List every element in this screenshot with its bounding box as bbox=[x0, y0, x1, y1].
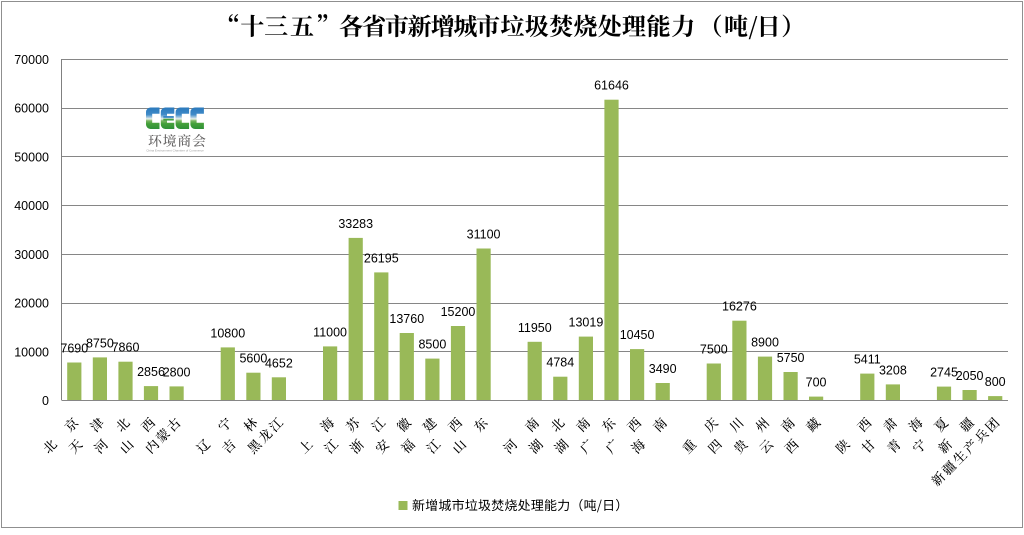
svg-text:15200: 15200 bbox=[441, 305, 476, 319]
svg-text:2856: 2856 bbox=[137, 365, 165, 379]
svg-text:31100: 31100 bbox=[467, 228, 501, 242]
svg-text:3208: 3208 bbox=[879, 363, 907, 377]
svg-text:5600: 5600 bbox=[239, 352, 267, 366]
svg-text:11950: 11950 bbox=[518, 321, 552, 335]
svg-text:5411: 5411 bbox=[854, 353, 881, 367]
svg-text:3490: 3490 bbox=[649, 362, 677, 376]
svg-text:8900: 8900 bbox=[751, 336, 779, 350]
svg-text:2800: 2800 bbox=[163, 365, 191, 379]
svg-text:70000: 70000 bbox=[14, 53, 49, 67]
svg-text:7690: 7690 bbox=[60, 342, 88, 356]
svg-text:8750: 8750 bbox=[86, 336, 114, 350]
svg-text:4652: 4652 bbox=[265, 356, 293, 370]
svg-text:8500: 8500 bbox=[418, 338, 446, 352]
svg-text:2745: 2745 bbox=[930, 366, 958, 380]
svg-text:10800: 10800 bbox=[210, 326, 245, 340]
svg-text:700: 700 bbox=[806, 376, 827, 390]
svg-text:13760: 13760 bbox=[389, 312, 424, 326]
svg-text:20000: 20000 bbox=[14, 297, 49, 311]
svg-text:26195: 26195 bbox=[364, 251, 399, 265]
svg-text:10000: 10000 bbox=[14, 345, 49, 359]
svg-text:16276: 16276 bbox=[722, 300, 757, 314]
svg-text:7860: 7860 bbox=[112, 341, 140, 355]
svg-text:50000: 50000 bbox=[14, 150, 49, 164]
svg-text:40000: 40000 bbox=[14, 199, 49, 213]
svg-text:13019: 13019 bbox=[569, 316, 604, 330]
svg-text:800: 800 bbox=[985, 375, 1006, 389]
svg-text:60000: 60000 bbox=[14, 102, 49, 116]
svg-text:China Environment Chamber of C: China Environment Chamber of Commerce bbox=[146, 148, 204, 152]
svg-text:11000: 11000 bbox=[313, 325, 347, 339]
svg-text:10450: 10450 bbox=[620, 328, 655, 342]
svg-text:7500: 7500 bbox=[700, 343, 728, 357]
svg-text:33283: 33283 bbox=[338, 217, 373, 231]
svg-text:30000: 30000 bbox=[14, 248, 49, 262]
svg-text:61646: 61646 bbox=[594, 79, 629, 93]
svg-text:5750: 5750 bbox=[777, 351, 805, 365]
svg-text:2050: 2050 bbox=[956, 369, 984, 383]
svg-text:4784: 4784 bbox=[546, 356, 574, 370]
svg-text:0: 0 bbox=[42, 394, 49, 408]
